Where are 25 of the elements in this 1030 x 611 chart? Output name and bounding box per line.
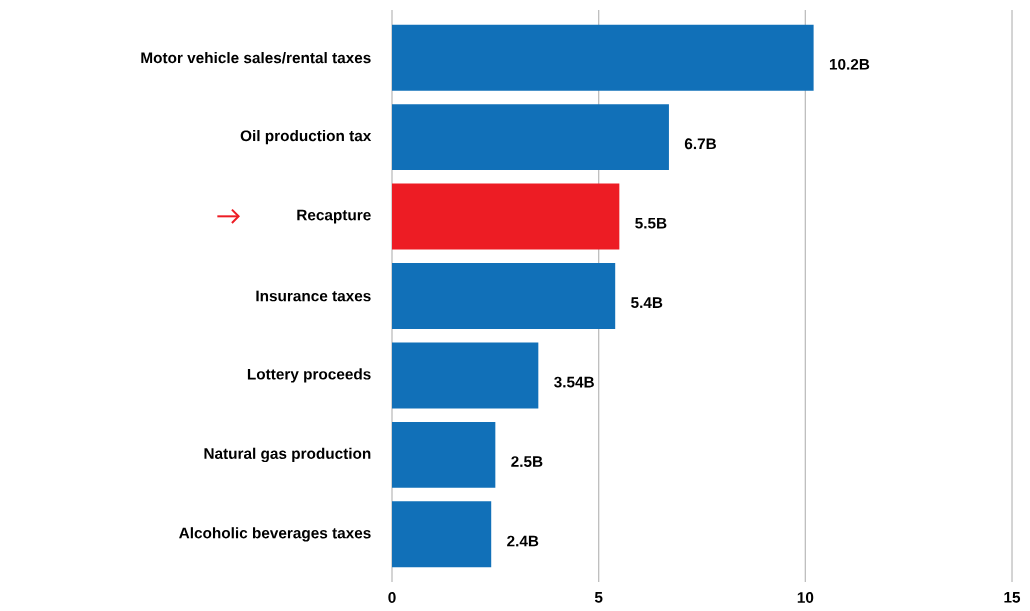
bar xyxy=(392,104,669,171)
data-label: 6.7B xyxy=(684,138,716,150)
data-label: 2.4B xyxy=(507,535,539,547)
y-tick-label: Lottery proceeds xyxy=(247,368,371,383)
bar xyxy=(392,263,616,329)
data-label: 5.5B xyxy=(635,217,667,229)
y-tick-label: Insurance taxes xyxy=(256,290,371,302)
x-tick-label: 5 xyxy=(594,592,603,603)
y-tick-label: Recapture xyxy=(297,209,371,224)
x-tick-label: 0 xyxy=(388,592,396,603)
bar xyxy=(392,24,814,91)
y-tick-label: Oil production tax xyxy=(240,129,372,145)
bar xyxy=(392,421,496,488)
y-tick-label: Natural gas production xyxy=(204,447,371,463)
x-tick-label: 10 xyxy=(797,592,814,603)
data-label: 5.4B xyxy=(631,297,663,309)
y-tick-label: Alcoholic beverages taxes xyxy=(179,527,371,542)
data-label: 2.5B xyxy=(511,456,543,467)
data-label: 10.2B xyxy=(829,58,870,70)
y-tick-label: Motor vehicle sales/rental taxes xyxy=(141,51,371,64)
bar xyxy=(392,501,492,568)
bar xyxy=(392,183,620,250)
bar xyxy=(392,342,539,409)
data-label: 3.54B xyxy=(554,376,594,388)
x-tick-label: 15 xyxy=(1004,592,1021,603)
